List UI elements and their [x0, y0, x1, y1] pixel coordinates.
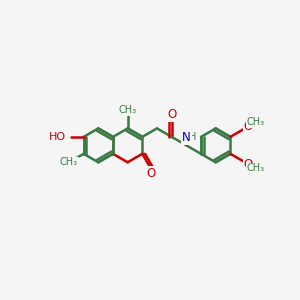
Text: O: O [167, 108, 176, 121]
Text: CH₃: CH₃ [247, 164, 265, 173]
Text: HO: HO [49, 132, 66, 142]
Text: N: N [182, 131, 191, 144]
Text: CH₃: CH₃ [247, 117, 265, 127]
Text: H: H [189, 132, 197, 142]
Text: CH₃: CH₃ [118, 105, 137, 115]
Text: O: O [244, 158, 253, 171]
Text: O: O [244, 120, 253, 133]
Text: O: O [146, 167, 155, 180]
Text: CH₃: CH₃ [60, 157, 78, 167]
